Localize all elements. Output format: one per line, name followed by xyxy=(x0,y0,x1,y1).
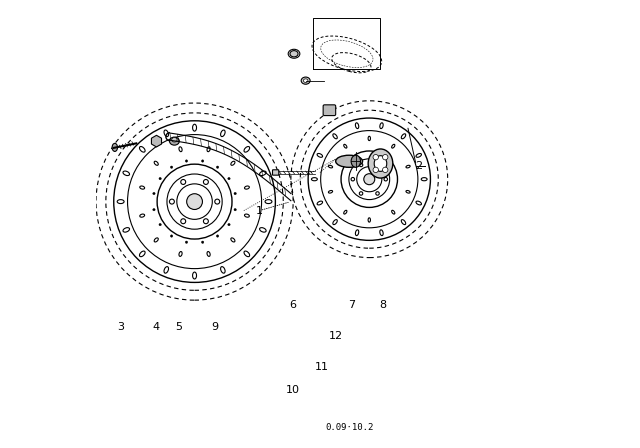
Circle shape xyxy=(216,235,219,237)
Circle shape xyxy=(153,208,155,211)
Ellipse shape xyxy=(301,77,310,84)
FancyBboxPatch shape xyxy=(323,105,336,116)
Circle shape xyxy=(186,160,188,162)
Circle shape xyxy=(234,208,236,211)
Circle shape xyxy=(216,166,219,168)
Circle shape xyxy=(170,166,173,168)
Circle shape xyxy=(234,192,236,195)
Circle shape xyxy=(187,194,202,210)
Circle shape xyxy=(180,180,186,185)
Circle shape xyxy=(228,177,230,180)
Text: 5: 5 xyxy=(175,322,182,332)
Circle shape xyxy=(204,180,209,185)
Circle shape xyxy=(186,241,188,243)
FancyBboxPatch shape xyxy=(273,170,279,175)
Circle shape xyxy=(373,167,378,172)
Circle shape xyxy=(364,174,375,185)
Text: 1: 1 xyxy=(256,206,263,215)
Circle shape xyxy=(376,163,380,167)
Circle shape xyxy=(202,241,204,243)
Circle shape xyxy=(376,192,380,195)
Ellipse shape xyxy=(336,155,362,167)
Circle shape xyxy=(383,167,388,172)
Text: 8: 8 xyxy=(379,300,387,310)
Circle shape xyxy=(153,192,155,195)
Circle shape xyxy=(384,177,387,181)
Text: 4: 4 xyxy=(153,322,160,332)
Ellipse shape xyxy=(374,156,387,171)
Text: 3: 3 xyxy=(117,322,124,332)
Circle shape xyxy=(359,192,363,195)
Circle shape xyxy=(215,199,220,204)
Circle shape xyxy=(170,199,174,204)
Circle shape xyxy=(383,155,388,160)
Circle shape xyxy=(204,219,209,224)
Text: 9: 9 xyxy=(211,322,218,332)
Ellipse shape xyxy=(170,137,179,145)
Ellipse shape xyxy=(368,149,393,178)
Text: 12: 12 xyxy=(328,331,343,341)
Circle shape xyxy=(159,177,161,180)
Circle shape xyxy=(228,224,230,226)
Ellipse shape xyxy=(351,155,360,167)
Circle shape xyxy=(359,163,363,167)
Ellipse shape xyxy=(112,143,118,151)
Text: 11: 11 xyxy=(316,362,329,372)
Text: 2: 2 xyxy=(415,161,422,171)
Circle shape xyxy=(170,235,173,237)
Text: 0.09·10.2: 0.09·10.2 xyxy=(325,423,373,432)
Circle shape xyxy=(180,219,186,224)
Text: 6: 6 xyxy=(290,300,296,310)
Circle shape xyxy=(351,177,355,181)
Circle shape xyxy=(373,155,378,160)
Text: 7: 7 xyxy=(348,300,355,310)
Ellipse shape xyxy=(290,51,298,57)
Circle shape xyxy=(159,224,161,226)
Ellipse shape xyxy=(303,79,308,82)
Circle shape xyxy=(202,160,204,162)
Ellipse shape xyxy=(172,138,177,142)
Text: 10: 10 xyxy=(286,385,300,395)
